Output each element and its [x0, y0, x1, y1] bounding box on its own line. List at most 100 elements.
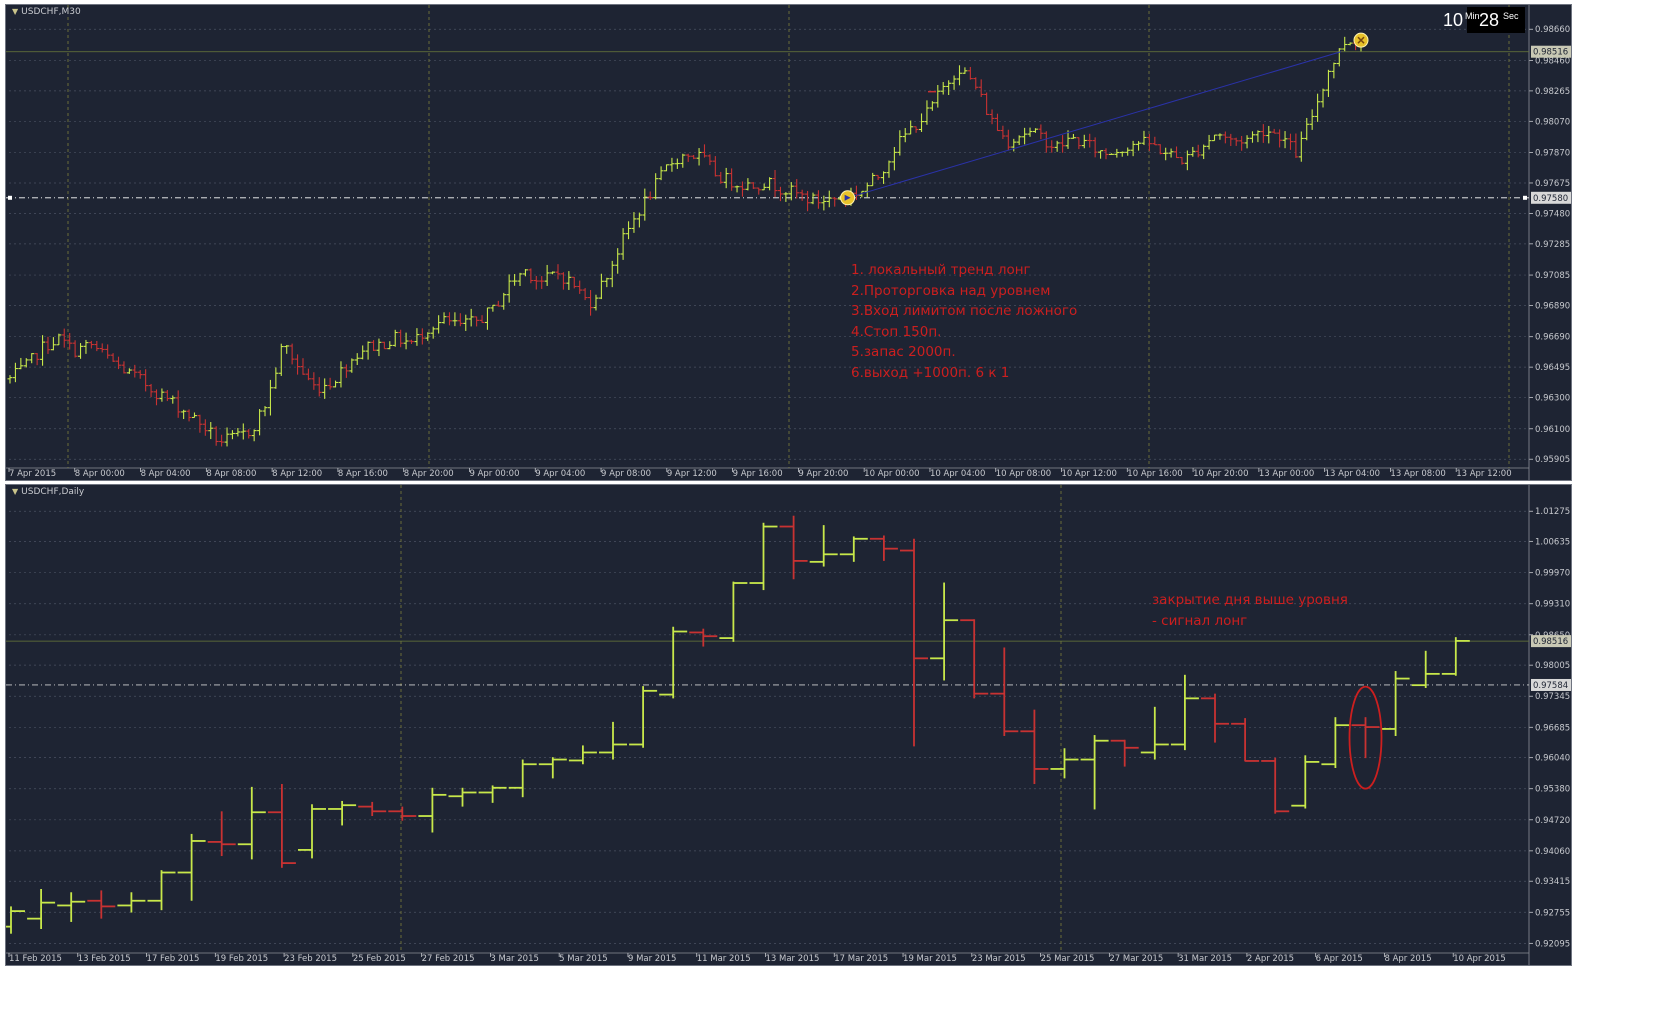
m30-chart-title: ▼ USDCHF,M30 [12, 7, 81, 17]
time-axis-label: 25 Mar 2015 [1041, 954, 1095, 964]
timer-min-label: Min [1465, 11, 1480, 21]
time-axis-label: 27 Feb 2015 [422, 954, 475, 964]
time-axis-label: 10 Apr 16:00 [1127, 469, 1182, 479]
price-axis-label: 0.97870 [1535, 149, 1570, 159]
time-axis-label: 9 Apr 16:00 [733, 469, 783, 479]
time-axis-label: 11 Mar 2015 [697, 954, 751, 964]
m30-trade-plan-annotation: 1. локальный тренд лонг 2.Проторговка на… [851, 260, 1077, 384]
trendline [847, 51, 1341, 199]
candle-countdown-timer: 10 Min 28 Sec [1435, 7, 1526, 33]
time-axis-label: 19 Feb 2015 [215, 954, 268, 964]
price-axis-label: 0.98265 [1535, 87, 1570, 97]
price-axis-label: 0.99310 [1535, 600, 1570, 610]
time-axis-label: 10 Apr 08:00 [996, 469, 1051, 479]
time-axis-label: 27 Mar 2015 [1109, 954, 1163, 964]
price-axis-label: 0.97480 [1535, 209, 1570, 219]
level-price-tag-bg [1531, 678, 1571, 691]
annotation-line: 4.Стоп 150п. [851, 323, 942, 340]
price-axis-label: 1.00635 [1535, 537, 1570, 547]
time-axis-label: 8 Apr 12:00 [272, 469, 322, 479]
annotation-line: 1. локальный тренд лонг [851, 262, 1031, 278]
price-axis-label: 0.98070 [1535, 117, 1570, 127]
level-anchor-right [1523, 195, 1527, 200]
time-axis-label: 9 Mar 2015 [628, 954, 676, 964]
time-axis-label: 10 Apr 2015 [1453, 954, 1506, 964]
timer-seconds: 28 [1479, 10, 1500, 30]
price-axis-label: 0.95905 [1535, 455, 1570, 465]
signal-highlight-ellipse [1348, 685, 1383, 790]
time-axis-label: 13 Mar 2015 [766, 954, 820, 964]
price-axis-label: 0.96690 [1535, 333, 1570, 343]
time-axis-label: 13 Apr 00:00 [1259, 469, 1314, 479]
time-axis-label: 8 Apr 2015 [1384, 954, 1431, 964]
chart-background [6, 485, 1571, 965]
price-axis-label: 1.01275 [1535, 507, 1570, 517]
time-axis-label: 11 Feb 2015 [9, 954, 62, 964]
price-axis-label: 0.96890 [1535, 301, 1570, 311]
time-axis-label: 23 Mar 2015 [972, 954, 1026, 964]
current-price-tag: 0.98516 [1533, 48, 1568, 58]
time-axis-label: 13 Apr 04:00 [1325, 469, 1380, 479]
time-axis-label: 10 Apr 04:00 [930, 469, 985, 479]
price-axis-label: 0.96040 [1535, 754, 1570, 764]
time-axis-label: 8 Apr 00:00 [75, 469, 125, 479]
m30-title-text: USDCHF,M30 [21, 7, 81, 17]
price-axis-label: 0.99970 [1535, 569, 1570, 579]
time-axis-label: 13 Feb 2015 [78, 954, 131, 964]
time-axis-label: 3 Mar 2015 [490, 954, 538, 964]
chart-background [6, 5, 1571, 480]
current-price-tag-bg [1531, 45, 1571, 58]
price-axis-label: 0.97085 [1535, 271, 1570, 281]
price-axis-label: 0.96300 [1535, 394, 1570, 404]
time-axis-label: 9 Apr 08:00 [601, 469, 651, 479]
price-axis-label: 0.96100 [1535, 425, 1570, 435]
time-axis-label: 8 Apr 04:00 [141, 469, 191, 479]
price-axis-label: 0.94720 [1535, 816, 1570, 826]
collapse-triangle-icon[interactable]: ▼ [12, 487, 19, 496]
level-anchor-left [8, 195, 12, 200]
time-axis-label: 9 Apr 20:00 [798, 469, 848, 479]
time-axis-label: 10 Apr 12:00 [1062, 469, 1117, 479]
current-price-tag-bg [1531, 635, 1571, 648]
annotation-line: закрытие дня выше уровня [1152, 592, 1348, 608]
time-axis-label: 9 Apr 12:00 [667, 469, 717, 479]
level-price-tag-bg [1531, 191, 1571, 204]
time-axis-label: 8 Apr 16:00 [338, 469, 388, 479]
annotation-line: 5.запас 2000п. [851, 344, 956, 361]
price-axis-label: 0.94060 [1535, 847, 1570, 857]
daily-title-text: USDCHF,Daily [21, 487, 85, 497]
daily-chart-title: ▼ USDCHF,Daily [12, 487, 84, 497]
time-axis-label: 8 Apr 20:00 [404, 469, 454, 479]
price-axis-label: 0.97285 [1535, 240, 1570, 250]
time-axis-label: 10 Apr 00:00 [864, 469, 919, 479]
entry-arrow-icon [844, 194, 851, 201]
level-price-tag: 0.97580 [1533, 194, 1568, 204]
price-axis-label: 0.92095 [1535, 939, 1570, 949]
time-axis-label: 17 Feb 2015 [147, 954, 200, 964]
time-axis-label: 13 Apr 12:00 [1456, 469, 1511, 479]
price-axis-label: 0.96685 [1535, 723, 1570, 733]
collapse-triangle-icon[interactable]: ▼ [12, 7, 19, 16]
time-axis-label: 8 Apr 08:00 [206, 469, 256, 479]
exit-cross-icon [1357, 36, 1365, 44]
price-axis-label: 0.92755 [1535, 908, 1570, 918]
time-axis-label: 7 Apr 2015 [9, 469, 56, 479]
daily-chart-canvas[interactable]: 1.012751.006350.999700.993100.986500.980… [6, 485, 1571, 965]
time-axis-label: 6 Apr 2015 [1316, 954, 1363, 964]
daily-signal-annotation: закрытие дня выше уровня - сигнал лонг [1152, 590, 1348, 632]
annotation-line: - сигнал лонг [1152, 613, 1248, 629]
timer-minutes: 10 [1443, 10, 1464, 30]
price-axis-label: 0.98005 [1535, 661, 1570, 671]
level-price-tag: 0.97584 [1533, 681, 1568, 691]
price-axis-label: 0.96495 [1535, 363, 1570, 373]
timer-seconds-box [1467, 7, 1525, 33]
price-axis-label: 0.95380 [1535, 785, 1570, 795]
time-axis-label: 2 Apr 2015 [1247, 954, 1294, 964]
m30-chart-panel[interactable]: 0.98660 0.98460 0.98265 0.98070 0.97870 0.976… [5, 4, 1572, 481]
annotation-line: 2.Проторговка над уровнем [851, 282, 1051, 299]
daily-chart-panel[interactable]: 1.012751.006350.999700.993100.986500.980… [5, 484, 1572, 966]
time-axis-label: 25 Feb 2015 [353, 954, 406, 964]
time-axis-label: 13 Apr 08:00 [1390, 469, 1445, 479]
time-axis-label: 23 Feb 2015 [284, 954, 337, 964]
m30-chart-canvas[interactable]: 0.98660 0.98460 0.98265 0.98070 0.97870 0.976… [6, 5, 1571, 480]
